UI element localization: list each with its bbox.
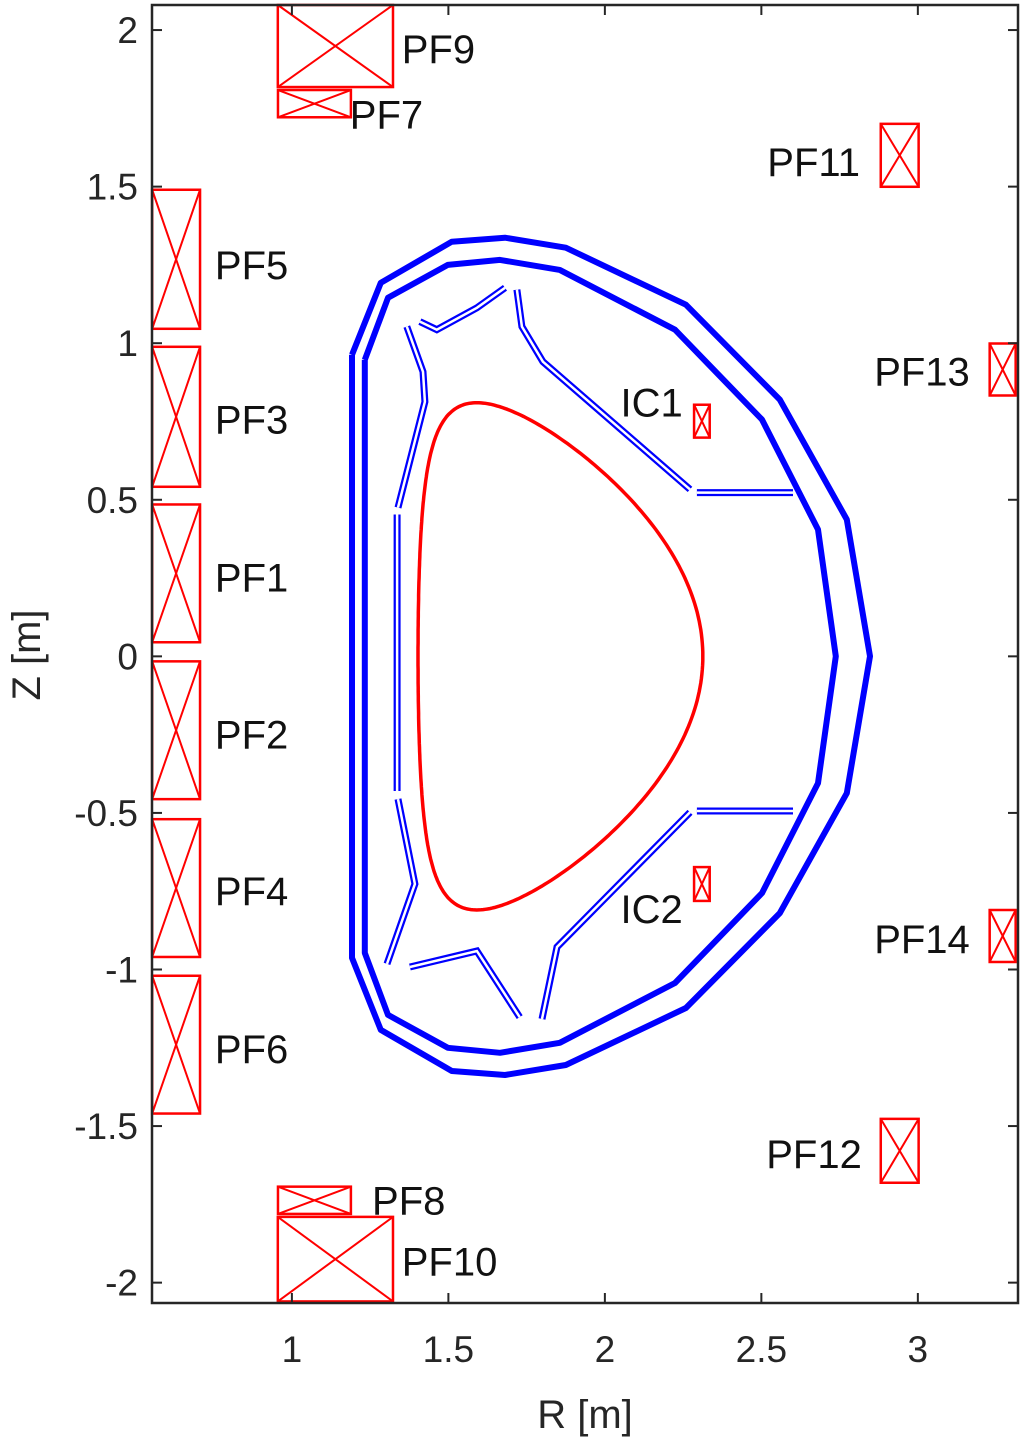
axes-box — [150, 3, 1020, 1305]
coil-cross-line — [879, 123, 920, 188]
coil-label: PF11 — [767, 141, 860, 185]
y-tick-label: -2 — [105, 1263, 138, 1304]
vessel-inner-wall — [361, 256, 839, 1056]
x-axis-label: R [m] — [537, 1393, 633, 1437]
coil-label: PF10 — [402, 1241, 498, 1285]
coil-cross-line — [693, 404, 711, 439]
coil-rect — [988, 908, 1017, 964]
coil-label: PF2 — [215, 713, 288, 757]
first-wall-plate-inner — [515, 289, 691, 491]
vacuum-vessel — [349, 234, 873, 1078]
coil-cross-line — [151, 189, 201, 330]
coil-pf1: PF1 — [150, 503, 288, 644]
coil-rect — [692, 865, 711, 903]
first-wall-plate-inner — [540, 811, 691, 1020]
coil-cross-line — [151, 661, 201, 800]
x-tick-label: 3 — [908, 1329, 929, 1370]
axes: 1 1.5 2 2.5 3 -2 -1.5 -1 -0.5 0 0.5 1 1.5 2 — [74, 3, 1020, 1370]
coil-cross-line — [277, 89, 352, 119]
coil-cross-line — [277, 1185, 352, 1215]
vessel-outer-wall — [349, 234, 873, 1078]
x-tick-label: 1 — [282, 1329, 303, 1370]
coil-pf12: PF12 — [766, 1117, 920, 1185]
plasma-boundary — [416, 400, 705, 912]
coil-cross-line — [151, 818, 201, 958]
coil-rect — [988, 342, 1017, 397]
coil-cross-line — [277, 4, 394, 88]
coil-pf9: PF9 — [276, 3, 475, 89]
y-tick-label: 2 — [117, 10, 138, 51]
coil-rect — [692, 403, 711, 439]
coil-rect — [276, 88, 353, 119]
coil-label: PF12 — [766, 1133, 862, 1177]
coil-ic2: IC2 — [621, 865, 711, 932]
coil-cross-line — [151, 975, 201, 1114]
coil-label: PF4 — [215, 870, 288, 914]
coil-cross-line — [151, 504, 201, 643]
coils: PF9PF7PF5PF3PF1PF2PF4PF6PF8PF10PF11PF13P… — [150, 3, 1017, 1303]
coil-cross-line — [988, 343, 1017, 396]
coil-pf6: PF6 — [150, 974, 288, 1115]
x-tick-label: 2 — [595, 1329, 616, 1370]
coil-pf4: PF4 — [150, 817, 288, 959]
coil-ic1: IC1 — [621, 382, 711, 439]
plasma-boundary-line — [416, 400, 705, 912]
coil-rect — [879, 122, 920, 189]
y-tick-label: -1.5 — [74, 1106, 138, 1147]
first-wall-plate-inner — [409, 949, 521, 1018]
y-tick-label: -0.5 — [74, 793, 138, 834]
first-wall-plate — [409, 947, 523, 1020]
y-axis-label: Z [m] — [5, 609, 49, 700]
first-wall-plate-inner — [419, 286, 506, 332]
coil-label: PF9 — [402, 28, 475, 72]
coil-label: PF7 — [350, 94, 423, 138]
coil-rect — [276, 1185, 353, 1216]
coil-cross-line — [988, 909, 1017, 963]
coil-pf3: PF3 — [150, 345, 288, 489]
coil-pf2: PF2 — [150, 660, 288, 801]
coil-pf5: PF5 — [150, 188, 288, 331]
coil-label: PF14 — [874, 918, 970, 962]
first-wall-plate — [383, 798, 419, 966]
y-tick-label: 1.5 — [87, 167, 138, 208]
coil-label: PF1 — [215, 556, 288, 600]
coil-label: PF5 — [215, 244, 288, 288]
coil-pf13: PF13 — [874, 342, 1017, 397]
coil-label: PF3 — [215, 399, 288, 443]
first-wall-plate-inner — [396, 326, 427, 508]
coil-cross-line — [277, 1216, 394, 1303]
coil-cross-line — [693, 866, 711, 902]
x-tick-label: 2.5 — [736, 1329, 787, 1370]
y-tick-label: -1 — [105, 949, 138, 990]
y-tick-label: 1 — [117, 323, 138, 364]
y-tick-label: 0 — [117, 636, 138, 677]
coil-cross-line — [151, 346, 201, 488]
coil-pf11: PF11 — [767, 122, 920, 189]
coil-pf14: PF14 — [874, 908, 1017, 964]
coil-pf7: PF7 — [276, 88, 423, 138]
coil-label: IC2 — [621, 888, 683, 932]
coil-rect — [276, 1215, 395, 1303]
coil-pf10: PF10 — [276, 1215, 498, 1303]
y-tick-label: 0.5 — [87, 480, 138, 521]
first-wall — [383, 284, 793, 1020]
coil-cross-line — [879, 1118, 920, 1184]
coil-label: PF13 — [874, 351, 970, 395]
coil-label: IC1 — [621, 382, 683, 426]
first-wall-plate — [418, 284, 508, 334]
x-tick-label: 1.5 — [423, 1329, 474, 1370]
coil-rect — [879, 1117, 920, 1185]
coil-label: PF6 — [215, 1028, 288, 1072]
first-wall-plate-inner — [385, 798, 417, 965]
